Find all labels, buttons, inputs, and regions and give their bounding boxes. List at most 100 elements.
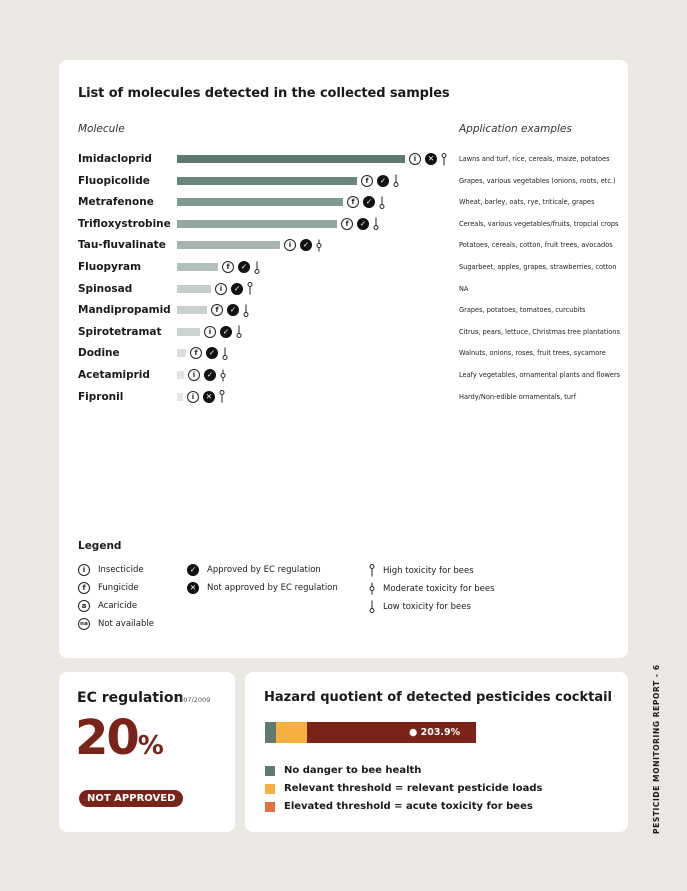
fungicide-icon: f (361, 174, 373, 187)
checkmark-icon: ✓ (204, 369, 216, 381)
checkmark-icon: ✓ (227, 304, 239, 317)
low-toxicity-icon (222, 347, 228, 360)
molecule-bar (177, 349, 186, 358)
molecule-name: Fluopicolide (78, 174, 150, 187)
color-swatch (265, 783, 275, 794)
cross-icon: ✕ (203, 390, 215, 403)
high-toxicity-icon (369, 564, 375, 577)
application-text: Wheat, barley, oats, rye, triticale, gra… (459, 198, 595, 207)
high-toxicity-icon (247, 282, 253, 295)
application-text: Lawns and turf, rice, cereals, maize, po… (459, 155, 610, 163)
application-text: Leafy vegetables, ornamental plants and … (459, 371, 621, 379)
legend-label: Approved by EC regulation (207, 565, 321, 575)
molecule-row: Fluopyram f ✓ Sugarbeet, apples, grapes, st… (59, 257, 628, 277)
molecule-icons: f ✓ (222, 260, 260, 274)
molecule-row: Metrafenone f ✓ Wheat, barley, oats, rye, t… (59, 192, 628, 212)
molecule-icons: f ✓ (361, 174, 399, 188)
legend-not-available: na Not available (78, 618, 154, 630)
legend-label: Acaricide (98, 601, 138, 611)
legend-moderate-toxicity: Moderate toxicity for bees (369, 582, 495, 595)
molecule-row: Tau-fluvalinate i ✓ Potatoes, cereals, cott… (59, 235, 628, 255)
molecule-icons: i ✕ (187, 390, 225, 404)
application-column-header: Application examples (459, 123, 572, 135)
application-text: Citrus, pears, lettuce, Christmas tree p… (459, 327, 620, 336)
hazard-stacked-bar (265, 722, 476, 743)
hazard-segment (275, 722, 308, 743)
molecule-bar (177, 176, 357, 185)
ec-reference: 1107/2009 (175, 696, 211, 704)
insecticide-icon: i (78, 564, 90, 576)
legend-label: Elevated threshold = acute toxicity for … (284, 801, 533, 812)
molecule-column-header: Molecule (78, 123, 125, 135)
hazard-legend-elevated: Elevated threshold = acute toxicity for … (265, 801, 533, 812)
molecule-icons: i ✓ (284, 238, 322, 252)
molecule-icons: f ✓ (211, 303, 249, 317)
checkmark-icon: ✓ (206, 347, 218, 360)
molecule-bar (177, 327, 200, 336)
molecule-name: Metrafenone (78, 196, 154, 209)
ec-percentage: 20% (75, 710, 164, 766)
molecule-name: Fipronil (78, 390, 124, 403)
legend-label: Insecticide (98, 565, 144, 575)
cross-icon: ✕ (425, 153, 437, 165)
molecule-row: Trifloxystrobine f ✓ Cereals, various veget… (59, 214, 628, 234)
legend-label: Low toxicity for bees (383, 601, 471, 612)
legend-not-approved: ✕ Not approved by EC regulation (187, 582, 338, 594)
fungicide-icon: f (190, 347, 202, 360)
fungicide-icon: f (222, 261, 234, 273)
moderate-toxicity-icon (220, 369, 226, 381)
molecule-icons: i ✓ (204, 325, 242, 339)
ec-value: 20 (75, 710, 140, 766)
molecule-row: Spinosad i ✓ NA (59, 279, 628, 299)
legend-high-toxicity: High toxicity for bees (369, 564, 474, 577)
insecticide-icon: i (284, 239, 296, 252)
molecule-bar (177, 284, 211, 293)
legend-label: Not approved by EC regulation (207, 583, 338, 593)
low-toxicity-icon (236, 325, 242, 339)
not-approved-badge: NOT APPROVED (79, 790, 184, 807)
legend-low-toxicity: Low toxicity for bees (369, 600, 471, 613)
molecule-row: Acetamiprid i ✓ Leafy vegetables, ornamenta… (59, 365, 628, 385)
hazard-title: Hazard quotient of detected pesticides c… (264, 690, 613, 705)
molecule-row: Mandipropamid f ✓ Grapes, potatoes, tomatoe… (59, 300, 628, 320)
hazard-quotient-card: Hazard quotient of detected pesticides c… (245, 672, 628, 832)
ec-regulation-card: EC regulation 1107/2009 20% NOT APPROVED (59, 672, 235, 832)
application-text: NA (459, 284, 469, 293)
legend-label: Moderate toxicity for bees (383, 583, 495, 594)
molecule-bar (177, 155, 405, 163)
low-toxicity-icon (393, 174, 399, 188)
molecule-name: Acetamiprid (78, 369, 150, 381)
legend-acaricide: a Acaricide (78, 600, 137, 612)
low-toxicity-icon (254, 261, 260, 274)
fungicide-icon: f (211, 304, 223, 317)
application-text: Sugarbeet, apples, grapes, strawberries,… (459, 263, 617, 271)
application-text: Cereals, various vegetables/fruits, trop… (459, 219, 619, 228)
insecticide-icon: i (188, 369, 200, 381)
low-toxicity-icon (369, 600, 375, 613)
molecule-icons: i ✓ (188, 368, 226, 382)
application-text: Potatoes, cereals, cotton, fruit trees, … (459, 241, 613, 250)
checkmark-icon: ✓ (231, 282, 243, 295)
high-toxicity-icon (219, 390, 225, 403)
checkmark-icon: ✓ (187, 564, 199, 576)
fungicide-icon: f (347, 196, 359, 209)
checkmark-icon: ✓ (300, 239, 312, 252)
molecule-bar (177, 263, 218, 271)
molecules-card: List of molecules detected in the collec… (59, 60, 628, 658)
side-footer-text: PESTICIDE MONITORING REPORT - 6 (652, 664, 661, 834)
application-text: Grapes, potatoes, tomatoes, curcubits (459, 306, 586, 315)
molecule-icons: f ✓ (341, 217, 379, 231)
insecticide-icon: i (215, 282, 227, 295)
hazard-segment (307, 722, 476, 743)
molecule-bar (177, 198, 343, 207)
molecule-bar (177, 306, 207, 315)
acaricide-icon: a (78, 600, 90, 612)
legend-fungicide: f Fungicide (78, 582, 139, 594)
molecule-bar (177, 241, 280, 250)
molecule-name: Spinosad (78, 282, 133, 295)
insecticide-icon: i (204, 325, 216, 338)
checkmark-icon: ✓ (363, 196, 375, 209)
moderate-toxicity-icon (316, 239, 322, 252)
low-toxicity-icon (379, 196, 385, 209)
moderate-toxicity-icon (369, 582, 375, 595)
